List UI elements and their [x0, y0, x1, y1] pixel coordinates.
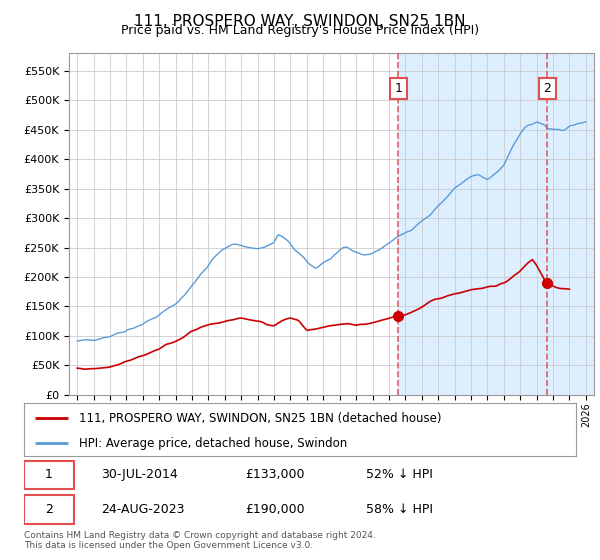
Text: HPI: Average price, detached house, Swindon: HPI: Average price, detached house, Swin… [79, 437, 347, 450]
Text: 2: 2 [544, 82, 551, 95]
Text: Contains HM Land Registry data © Crown copyright and database right 2024.
This d: Contains HM Land Registry data © Crown c… [24, 531, 376, 550]
Text: 52% ↓ HPI: 52% ↓ HPI [366, 468, 433, 481]
Text: 24-AUG-2023: 24-AUG-2023 [101, 503, 185, 516]
Text: 58% ↓ HPI: 58% ↓ HPI [366, 503, 433, 516]
Text: Price paid vs. HM Land Registry's House Price Index (HPI): Price paid vs. HM Land Registry's House … [121, 24, 479, 37]
Bar [398, 53, 547, 395]
Text: £133,000: £133,000 [245, 468, 304, 481]
Text: 1: 1 [395, 82, 403, 95]
Text: £190,000: £190,000 [245, 503, 304, 516]
FancyBboxPatch shape [24, 496, 74, 524]
Text: 1: 1 [45, 468, 53, 481]
Text: 111, PROSPERO WAY, SWINDON, SN25 1BN (detached house): 111, PROSPERO WAY, SWINDON, SN25 1BN (de… [79, 412, 442, 424]
FancyBboxPatch shape [24, 460, 74, 489]
Text: 30-JUL-2014: 30-JUL-2014 [101, 468, 178, 481]
Bar [547, 53, 594, 395]
Text: 2: 2 [45, 503, 53, 516]
Text: 111, PROSPERO WAY, SWINDON, SN25 1BN: 111, PROSPERO WAY, SWINDON, SN25 1BN [134, 14, 466, 29]
